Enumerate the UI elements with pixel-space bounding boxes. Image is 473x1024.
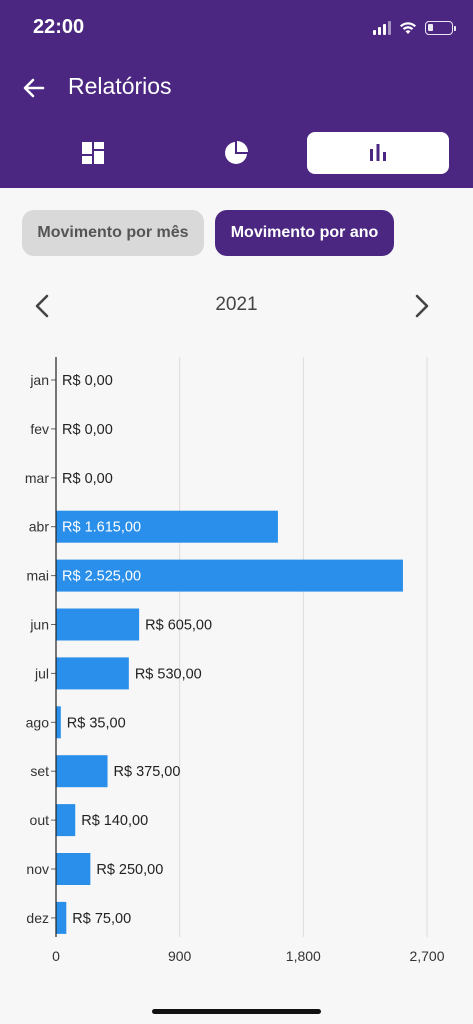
x-tick-label: 900: [168, 948, 192, 964]
year-navigator: 2021: [0, 286, 473, 326]
chevron-right-icon: [415, 294, 429, 318]
next-year-button[interactable]: [408, 292, 436, 320]
chart-bar: [56, 755, 108, 788]
status-bar: 22:00: [0, 0, 473, 56]
arrow-left-icon: [23, 78, 45, 98]
category-label: jun: [29, 617, 49, 633]
chart-bar: [56, 608, 140, 641]
chart-bar: [56, 804, 76, 837]
page-title: Relatórios: [68, 73, 172, 99]
data-label: R$ 140,00: [81, 813, 148, 829]
previous-year-button[interactable]: [28, 292, 56, 320]
data-label: R$ 250,00: [96, 862, 163, 878]
chart-bar: [56, 901, 67, 934]
x-tick-label: 1,800: [286, 948, 321, 964]
category-label: ago: [26, 714, 50, 730]
data-label: R$ 0,00: [62, 373, 113, 389]
segment-month-button[interactable]: Movimento por mês: [22, 210, 204, 256]
home-indicator: [152, 1009, 321, 1014]
pie-chart-icon: [225, 141, 248, 164]
tab-bar-chart[interactable]: [307, 132, 449, 174]
segment-year-button[interactable]: Movimento por ano: [215, 210, 394, 256]
dashboard-icon: [82, 142, 104, 164]
chart-bar: [56, 657, 129, 690]
tab-dashboard[interactable]: [22, 132, 164, 174]
back-button[interactable]: [20, 74, 48, 102]
bar-chart-icon: [370, 144, 386, 161]
chart-bar: [56, 559, 403, 592]
data-label: R$ 0,00: [62, 471, 113, 487]
battery-icon: [425, 21, 456, 35]
category-label: set: [30, 763, 49, 779]
data-label: R$ 75,00: [72, 911, 131, 927]
yearly-bar-chart: jan R$ 0,00 fev R$ 0,00 mar R$ 0,00 abr R$ 1.61…: [25, 357, 445, 964]
chevron-left-icon: [35, 294, 49, 318]
data-label: R$ 2.525,00: [62, 569, 141, 585]
category-label: fev: [30, 421, 49, 437]
tab-pie-chart[interactable]: [165, 132, 307, 174]
data-label: R$ 1.615,00: [62, 520, 141, 536]
status-time: 22:00: [33, 16, 85, 38]
data-label: R$ 35,00: [67, 715, 126, 731]
chart-bar: [56, 510, 278, 543]
category-label: jan: [29, 372, 49, 388]
data-label: R$ 530,00: [135, 666, 202, 682]
status-icons: [373, 18, 456, 38]
category-label: jul: [34, 665, 49, 681]
category-label: mai: [26, 568, 49, 584]
category-label: abr: [29, 519, 50, 535]
x-tick-label: 2,700: [409, 948, 444, 964]
category-label: out: [30, 812, 50, 828]
category-label: mar: [25, 470, 49, 486]
wifi-icon: [400, 22, 416, 34]
category-label: nov: [26, 861, 49, 877]
app-header: 22:00 Relatórios: [0, 0, 473, 188]
chart-bar: [56, 706, 61, 739]
year-label: 2021: [215, 294, 258, 315]
data-label: R$ 605,00: [145, 618, 212, 634]
data-label: R$ 375,00: [114, 764, 181, 780]
signal-icon: [373, 21, 391, 35]
x-tick-label: 0: [52, 948, 60, 964]
category-label: dez: [26, 910, 49, 926]
data-label: R$ 0,00: [62, 422, 113, 438]
chart-bar: [56, 853, 91, 885]
